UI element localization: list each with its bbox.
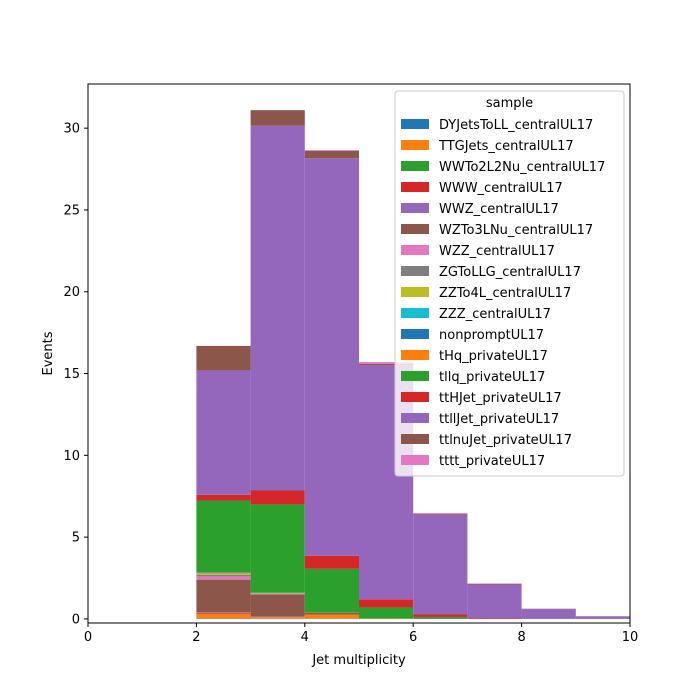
legend-swatch-WZZ_centralUL17 — [401, 245, 429, 255]
legend-label-tttt_privateUL17: tttt_privateUL17 — [439, 454, 545, 469]
legend-label-WWZ_centralUL17: WWZ_centralUL17 — [439, 202, 559, 217]
bar-ttHJet_privateUL17-bin-3 — [250, 490, 305, 505]
legend-label-WWTo2L2Nu_centralUL17: WWTo2L2Nu_centralUL17 — [439, 160, 605, 175]
legend-label-ZGToLLG_centralUL17: ZGToLLG_centralUL17 — [439, 265, 581, 280]
x-tick-label: 4 — [301, 630, 309, 645]
legend-swatch-TTGJets_centralUL17 — [401, 140, 429, 150]
legend-swatch-ZGToLLG_centralUL17 — [401, 266, 429, 276]
bar-ttlnuJet_privateUL17-bin-2 — [196, 345, 251, 371]
y-tick-label: 30 — [63, 122, 80, 137]
legend-swatch-DYJetsToLL_centralUL17 — [401, 119, 429, 129]
bar-WZTo3LNu_centralUL17-bin-2 — [196, 579, 251, 613]
legend-swatch-ttlnuJet_privateUL17 — [401, 434, 429, 444]
bar-tllq_privateUL17-bin-6 — [413, 616, 468, 619]
bar-ttlnuJet_privateUL17-bin-4 — [304, 150, 359, 159]
bar-tHq_privateUL17-bin-2 — [196, 572, 251, 574]
legend-swatch-ZZZ_centralUL17 — [401, 308, 429, 318]
bar-WZTo3LNu_centralUL17-bin-4 — [304, 613, 359, 615]
y-tick-label: 10 — [63, 449, 80, 464]
bar-ttHJet_privateUL17-bin-7 — [467, 618, 522, 619]
legend-swatch-ttHJet_privateUL17 — [401, 392, 429, 402]
bar-tllq_privateUL17-bin-3 — [250, 504, 305, 593]
legend-label-ttlnuJet_privateUL17: ttlnuJet_privateUL17 — [439, 433, 572, 448]
legend-title: sample — [486, 96, 533, 111]
x-tick-label: 6 — [409, 630, 417, 645]
bar-ttHJet_privateUL17-bin-5 — [359, 599, 414, 608]
y-tick-label: 15 — [63, 367, 80, 382]
legend-label-TTGJets_centralUL17: TTGJets_centralUL17 — [438, 139, 574, 154]
bar-ttHJet_privateUL17-bin-6 — [413, 614, 468, 617]
bar-ZZTo4L_centralUL17-bin-2 — [196, 573, 251, 575]
legend-swatch-ttllJet_privateUL17 — [401, 413, 429, 423]
bar-ttlnuJet_privateUL17-bin-7 — [467, 583, 522, 585]
bar-tllq_privateUL17-bin-4 — [304, 568, 359, 613]
x-tick-label: 10 — [622, 630, 639, 645]
bar-ttllJet_privateUL17-bin-3 — [250, 125, 305, 491]
legend-label-WZTo3LNu_centralUL17: WZTo3LNu_centralUL17 — [439, 223, 593, 238]
bar-ttllJet_privateUL17-bin-2 — [196, 370, 251, 495]
bar-ttlnuJet_privateUL17-bin-3 — [250, 110, 305, 126]
bars-layer — [196, 110, 630, 619]
y-tick-label: 0 — [72, 612, 80, 627]
y-axis-ticks: 0 5 10 15 20 25 30 — [63, 122, 88, 627]
legend-label-WZZ_centralUL17: WZZ_centralUL17 — [439, 244, 555, 259]
bar-TTGJets_centralUL17-bin-2 — [196, 613, 251, 619]
legend: sample DYJetsToLL_centralUL17 TTGJets_cen… — [394, 90, 625, 477]
bar-ttllJet_privateUL17-bin-4 — [304, 158, 359, 556]
bar-ttlnuJet_privateUL17-bin-6 — [413, 513, 468, 515]
legend-label-DYJetsToLL_centralUL17: DYJetsToLL_centralUL17 — [439, 118, 593, 133]
bar-ttHJet_privateUL17-bin-2 — [196, 494, 251, 501]
bar-WZZ_centralUL17-bin-2 — [196, 576, 251, 580]
legend-label-ZZZ_centralUL17: ZZZ_centralUL17 — [439, 307, 551, 322]
legend-swatch-ZZTo4L_centralUL17 — [401, 287, 429, 297]
y-tick-label: 25 — [63, 203, 80, 218]
bar-TTGJets_centralUL17-bin-3 — [250, 617, 305, 619]
bar-ttllJet_privateUL17-bin-8 — [521, 609, 576, 619]
legend-swatch-nonpromptUL17 — [401, 329, 429, 339]
bar-ZGToLLG_centralUL17-bin-2 — [196, 574, 251, 577]
legend-swatch-WWTo2L2Nu_centralUL17 — [401, 161, 429, 171]
legend-swatch-WWZ_centralUL17 — [401, 203, 429, 213]
bar-WZTo3LNu_centralUL17-bin-3 — [250, 594, 305, 617]
legend-label-nonpromptUL17: nonpromptUL17 — [439, 328, 544, 343]
legend-swatch-tttt_privateUL17 — [401, 455, 429, 465]
legend-swatch-tHq_privateUL17 — [401, 350, 429, 360]
bar-tttt_privateUL17-bin-4 — [304, 150, 359, 151]
legend-entries: DYJetsToLL_centralUL17 TTGJets_centralUL1… — [401, 118, 605, 469]
y-axis-label: Events — [41, 331, 56, 375]
legend-box — [394, 90, 625, 477]
bar-ttHJet_privateUL17-bin-4 — [304, 555, 359, 569]
legend-label-tHq_privateUL17: tHq_privateUL17 — [439, 349, 548, 364]
y-tick-label: 5 — [72, 531, 80, 546]
legend-label-WWW_centralUL17: WWW_centralUL17 — [439, 181, 563, 196]
x-axis-ticks: 0 2 4 6 8 10 — [84, 623, 638, 645]
bar-ttllJet_privateUL17-bin-9 — [575, 616, 630, 619]
legend-label-ZZTo4L_centralUL17: ZZTo4L_centralUL17 — [439, 286, 571, 301]
legend-swatch-WWW_centralUL17 — [401, 182, 429, 192]
legend-swatch-WZTo3LNu_centralUL17 — [401, 224, 429, 234]
axes-frame — [87, 83, 631, 624]
legend-label-tllq_privateUL17: tllq_privateUL17 — [439, 370, 545, 385]
bar-ttllJet_privateUL17-bin-6 — [413, 514, 468, 615]
bar-ttlnuJet_privateUL17-bin-5 — [359, 363, 414, 366]
legend-label-ttllJet_privateUL17: ttllJet_privateUL17 — [439, 412, 559, 427]
bar-ttllJet_privateUL17-bin-7 — [467, 584, 522, 619]
x-tick-label: 0 — [84, 630, 92, 645]
legend-label-ttHJet_privateUL17: ttHJet_privateUL17 — [439, 391, 562, 406]
x-tick-label: 8 — [517, 630, 525, 645]
bar-tllq_privateUL17-bin-5 — [359, 607, 414, 619]
x-tick-label: 2 — [192, 630, 200, 645]
bar-tttt_privateUL17-bin-6 — [413, 513, 468, 514]
bar-TTGJets_centralUL17-bin-4 — [304, 614, 359, 619]
bar-tllq_privateUL17-bin-2 — [196, 500, 251, 573]
bar-tttt_privateUL17-bin-5 — [359, 362, 414, 364]
bar-WWW_centralUL17-bin-2 — [196, 612, 251, 614]
x-axis-label: Jet multiplicity — [311, 653, 406, 668]
legend-swatch-tllq_privateUL17 — [401, 371, 429, 381]
y-tick-label: 20 — [63, 285, 80, 300]
